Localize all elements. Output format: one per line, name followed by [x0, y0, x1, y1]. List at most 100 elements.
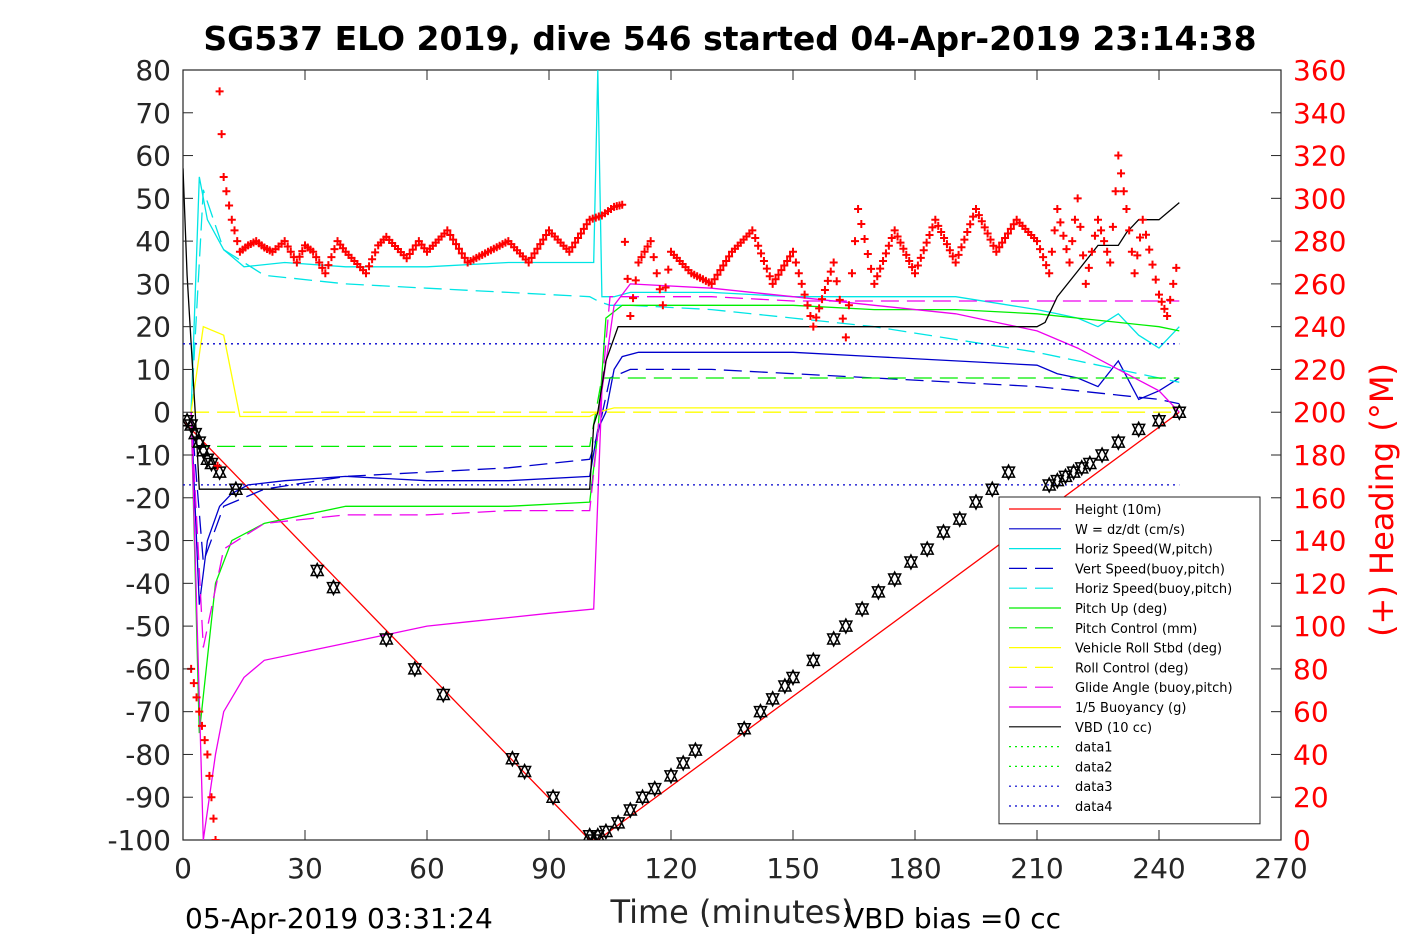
x-tick-label: 120 [644, 852, 697, 885]
heading-point [980, 223, 989, 232]
heading-point [219, 172, 228, 181]
y-tick-label: 10 [135, 353, 171, 386]
heading-point [797, 279, 806, 288]
heading-point [582, 220, 591, 229]
legend-entry: W = dz/dt (cm/s) [1075, 523, 1185, 538]
heading-point [1073, 194, 1082, 203]
height-marker [936, 523, 951, 541]
legend-entry: Horiz Speed(W,pitch) [1075, 543, 1213, 558]
series-line-11 [190, 283, 1180, 840]
heading-point [1127, 247, 1136, 256]
right-y-tick-label: 80 [1293, 653, 1329, 686]
heading-point [1068, 237, 1077, 246]
ticks-layer: 0 30 60 90 120 150 180 210 240 270 80 70 60 50 40 30 20 1… [107, 54, 1346, 885]
heading-point [854, 205, 863, 214]
heading-point [780, 261, 789, 270]
heading-point [998, 238, 1007, 247]
series-line-4 [190, 368, 1180, 563]
heading-point [818, 295, 827, 304]
heading-point [969, 212, 978, 221]
right-y-tick-label: 280 [1293, 225, 1346, 258]
heading-point [713, 270, 722, 279]
y-tick-label: -60 [125, 653, 171, 686]
legend-entry: Roll Control (deg) [1075, 661, 1189, 676]
heading-point [911, 269, 919, 278]
right-y-tick-label: 240 [1293, 311, 1346, 344]
heading-point [189, 679, 198, 688]
y-tick-label: 20 [135, 311, 171, 344]
heading-point [197, 721, 206, 730]
heading-point [213, 461, 222, 470]
heading-point [620, 237, 629, 246]
heading-point [576, 229, 585, 238]
heading-point [324, 261, 333, 270]
heading-point [222, 187, 231, 196]
x-tick-label: 90 [531, 852, 567, 885]
heading-point [1155, 290, 1163, 299]
heading-point [873, 272, 882, 281]
heading-point [1111, 187, 1120, 196]
heading-point [899, 244, 908, 253]
series-line-5 [190, 189, 1180, 413]
heading-point [1076, 222, 1085, 231]
heading-point [283, 242, 292, 251]
heading-point [1103, 247, 1112, 256]
heading-point [815, 304, 824, 313]
heading-point [974, 211, 983, 220]
heading-point [298, 247, 307, 256]
height-marker [985, 480, 1000, 498]
heading-point [1042, 261, 1051, 270]
height-marker [1151, 412, 1167, 430]
x-tick-label: 30 [287, 852, 323, 885]
height-marker [753, 702, 768, 721]
heading-point [1065, 258, 1074, 267]
heading-point [963, 227, 972, 236]
heading-point [789, 247, 797, 256]
heading-point [312, 253, 321, 262]
heading-point [887, 234, 896, 243]
heading-point [916, 253, 925, 262]
heading-point [835, 295, 844, 304]
heading-point [539, 235, 548, 244]
heading-point [762, 264, 771, 273]
legend-entry: data1 [1075, 741, 1113, 756]
heading-point [1097, 226, 1106, 235]
heading-point [327, 253, 336, 262]
heading-point [203, 750, 212, 759]
heading-point [783, 256, 792, 265]
heading-point [1062, 245, 1071, 254]
heading-point [748, 226, 757, 235]
x-axis-label: Time (minutes) [610, 893, 854, 931]
heading-point [806, 311, 815, 320]
heading-point [1148, 260, 1157, 269]
height-marker [407, 660, 423, 678]
x-tick-label: 240 [1132, 852, 1185, 885]
heading-point [823, 276, 832, 285]
heading-point [565, 247, 574, 256]
heading-point [803, 301, 812, 310]
heading-point [1050, 226, 1059, 235]
heading-point [863, 249, 872, 258]
heading-point [230, 226, 239, 235]
right-y-tick-label: 160 [1293, 482, 1346, 515]
heading-point [919, 246, 928, 255]
heading-point [902, 250, 911, 259]
heading-point [330, 245, 339, 254]
heading-point [791, 258, 800, 267]
series-layer [183, 70, 1187, 840]
heading-point [646, 237, 655, 246]
heading-point [658, 301, 667, 310]
heading-point [931, 215, 940, 224]
height-marker [647, 779, 662, 798]
heading-point [851, 237, 860, 246]
height-marker [183, 416, 199, 434]
x-tick-label: 60 [409, 852, 445, 885]
right-y-tick-label: 140 [1293, 525, 1346, 558]
heading-point [1114, 151, 1123, 160]
right-y-tick-label: 0 [1293, 824, 1311, 857]
height-marker [517, 762, 532, 781]
x-tick-label: 180 [888, 852, 941, 885]
right-y-tick-label: 300 [1293, 182, 1346, 215]
heading-point [809, 322, 818, 331]
height-marker [854, 600, 870, 618]
